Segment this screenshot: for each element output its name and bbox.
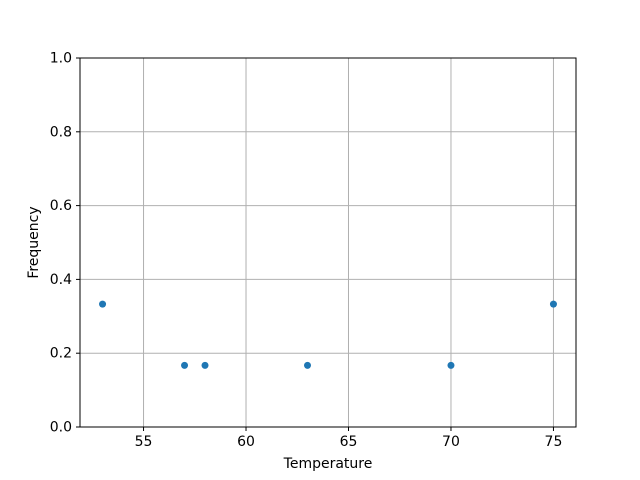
- y-tick-label: 0.8: [50, 124, 72, 140]
- y-axis-label: Frequency: [26, 206, 42, 278]
- scatter-points: [99, 300, 557, 369]
- data-point: [447, 361, 455, 369]
- x-tick-label: 60: [237, 434, 255, 450]
- y-tick-label: 0.6: [50, 198, 72, 214]
- grid-lines: [80, 57, 576, 428]
- y-tick-label: 1.0: [50, 51, 72, 67]
- y-tick-label: 0.4: [50, 272, 72, 288]
- plot-border: [79, 57, 577, 428]
- data-point: [99, 300, 107, 308]
- data-point: [181, 361, 189, 369]
- x-tick-label: 70: [442, 434, 460, 450]
- x-tick-label: 55: [135, 434, 153, 450]
- x-tick-label: 75: [545, 434, 563, 450]
- x-tick-label: 65: [340, 434, 358, 450]
- x-axis-label: Temperature: [283, 456, 373, 472]
- y-tick-label: 0.2: [50, 346, 72, 362]
- axis-ticks: 55 60 65 70 75 0.0 0.2 0.4 0.6 0.8 1.0: [50, 51, 563, 451]
- y-tick-label: 0.0: [50, 420, 72, 436]
- data-point: [549, 300, 557, 308]
- data-point: [304, 361, 312, 369]
- data-point: [201, 361, 209, 369]
